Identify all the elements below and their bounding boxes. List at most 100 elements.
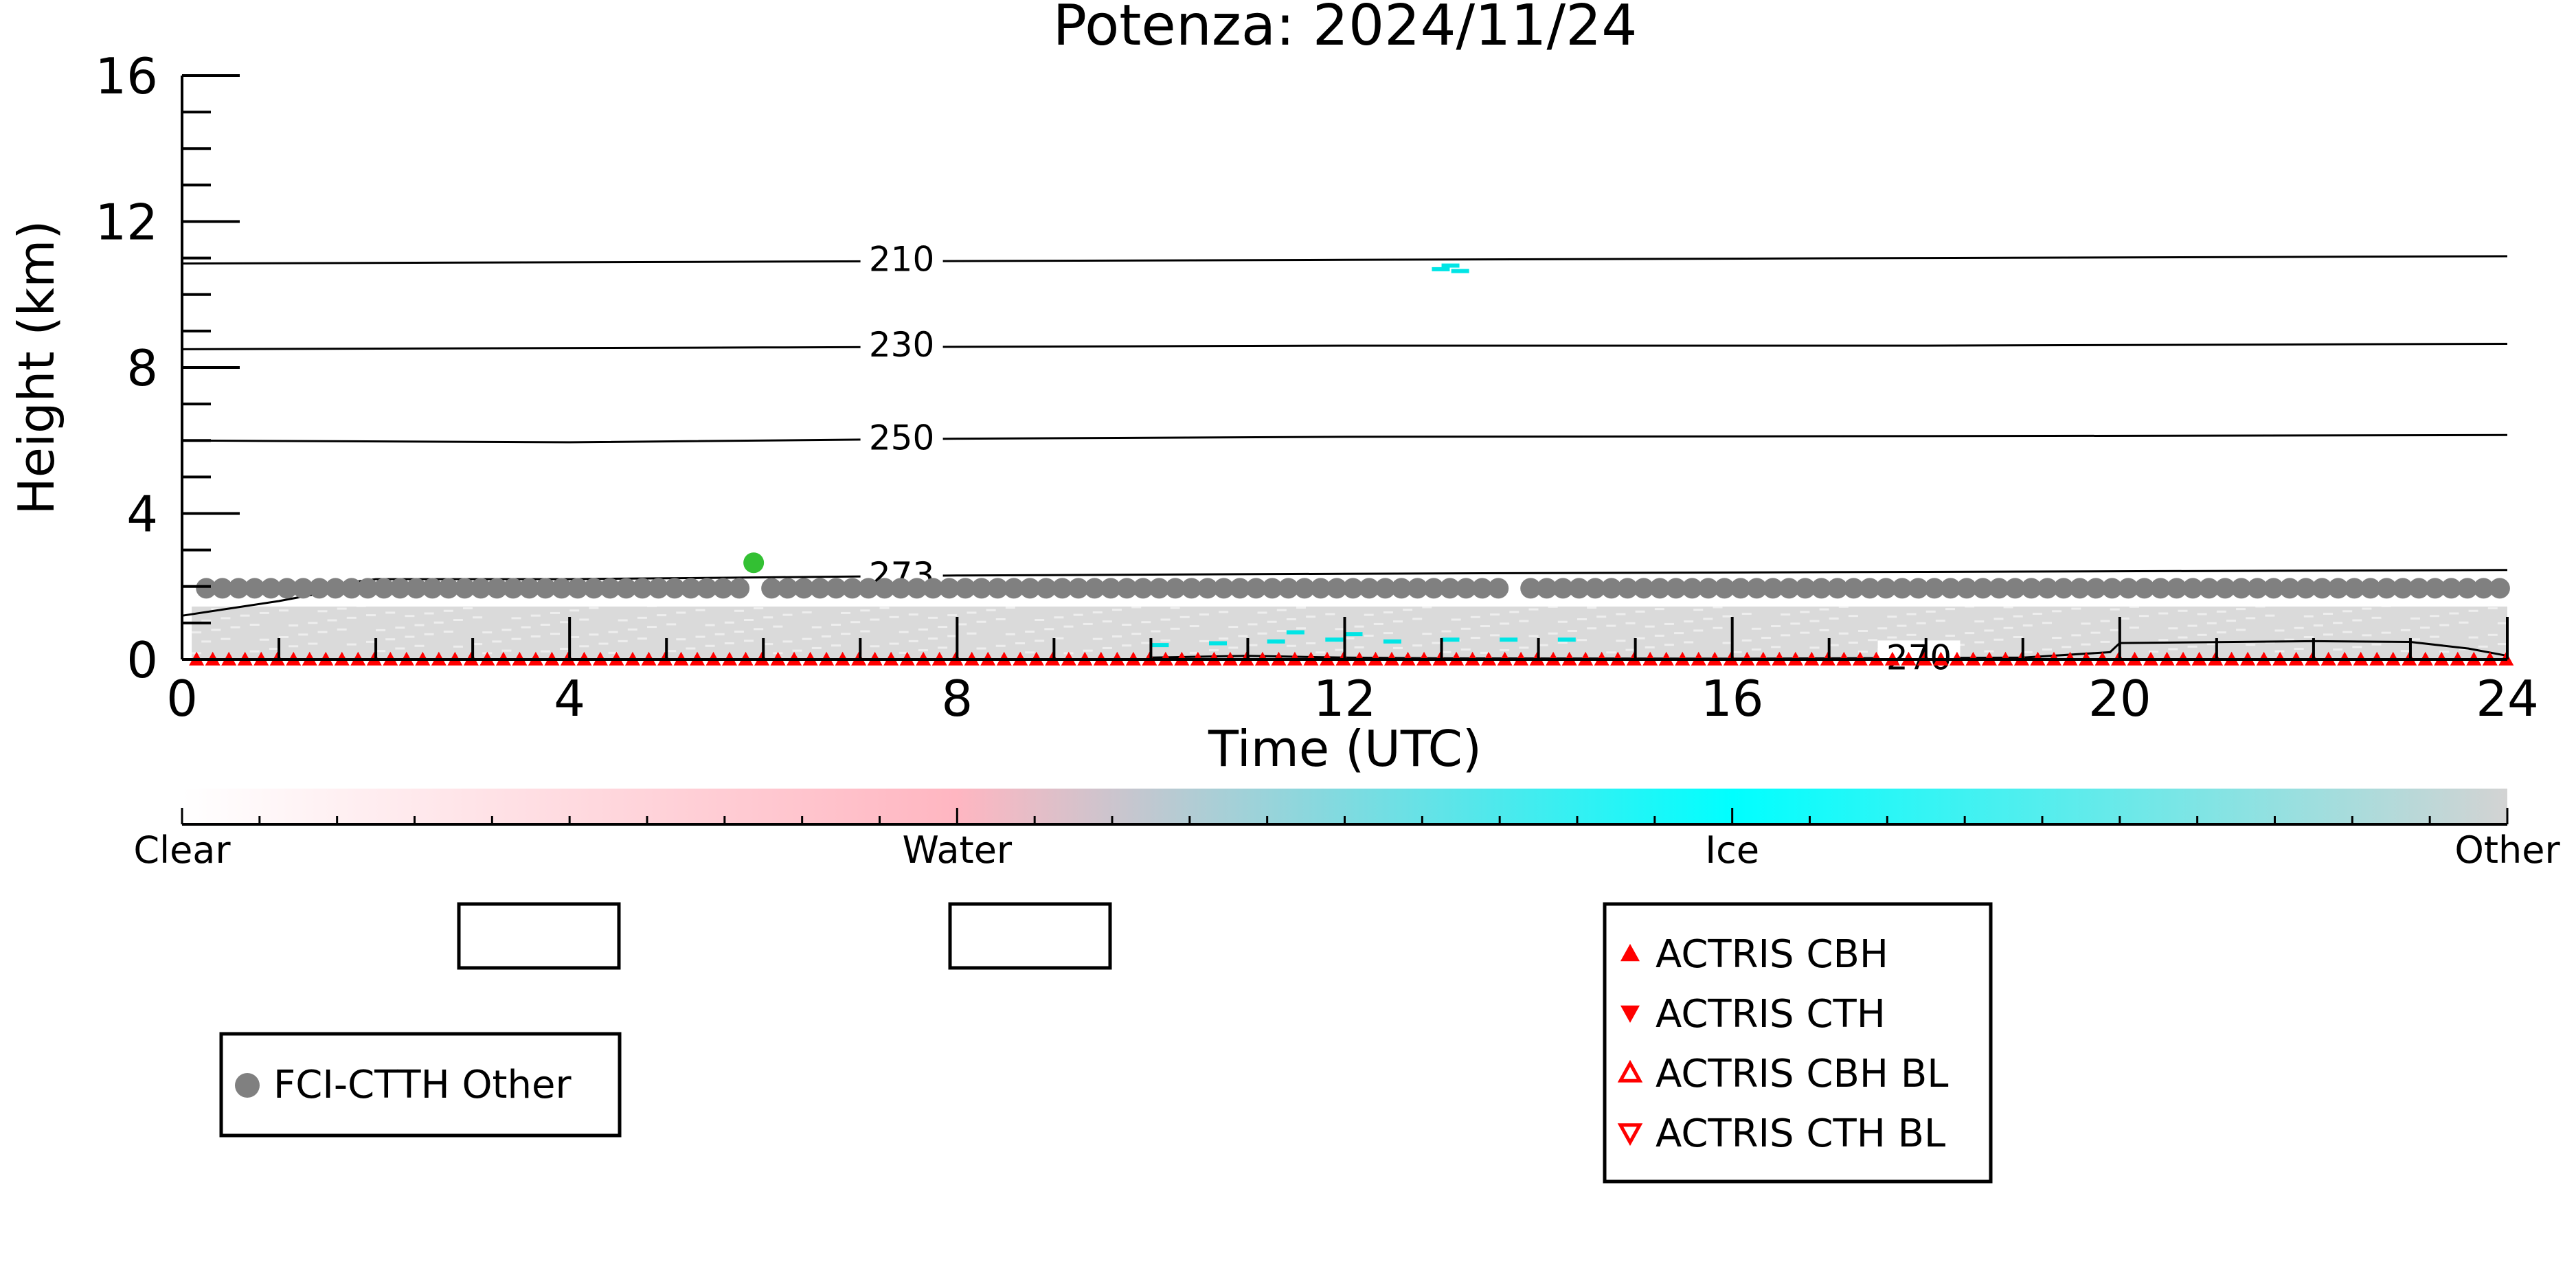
clear-band-speck [279, 636, 289, 638]
clear-band-speck [365, 640, 376, 643]
clear-band-speck [744, 640, 754, 642]
clear-band-speck [2468, 636, 2478, 639]
fci-ctth-other-point [1067, 578, 1089, 599]
clear-band-speck [192, 631, 202, 634]
clear-band-speck [308, 622, 318, 624]
fci-ctth-other-point [2441, 578, 2462, 599]
fci-ctth-other-point [1181, 578, 1202, 599]
fci-ctth-other-point [1116, 578, 1138, 599]
clear-band-speck [2022, 624, 2033, 626]
clear-band-speck [2032, 613, 2042, 615]
clear-band-speck [821, 635, 831, 637]
clear-band-speck [1684, 620, 1694, 623]
clear-band-speck [1005, 606, 1015, 609]
fci-ctth-other-point [1714, 578, 1735, 599]
clear-band-speck [995, 644, 1006, 647]
clear-band-speck [1480, 651, 1490, 654]
clear-band-speck [201, 640, 212, 643]
clear-band-speck [2129, 626, 2139, 629]
clear-band-speck [2042, 648, 2052, 651]
clear-band-speck [1625, 622, 1636, 624]
isotherm-230 [181, 343, 2508, 350]
fci-ctth-other-point [1100, 578, 1121, 599]
clear-band-speck [405, 635, 415, 638]
fci-ctth-other-point [1989, 578, 2010, 599]
clear-band-speck [928, 637, 938, 640]
fci-ctth-other-point [1439, 578, 1460, 599]
x-tick-label: 12 [1313, 670, 1377, 727]
y-tick-label: 12 [95, 194, 158, 251]
clear-band-speck [1490, 634, 1500, 637]
clear-band-speck [1228, 626, 1239, 629]
empty-legend-box [457, 902, 621, 970]
clear-band-speck [317, 610, 328, 613]
clear-band-speck [2497, 643, 2507, 646]
fci-ctth-other-point [1649, 578, 1671, 599]
fci-ctth-other-point [600, 578, 621, 599]
clear-band-speck [1228, 646, 1239, 649]
ice-cloud-specks [1151, 263, 1576, 648]
fci-ctth-other-point [486, 578, 508, 599]
clear-band-speck [899, 631, 909, 633]
clear-band-speck [1199, 613, 1209, 616]
clear-band-speck [1984, 629, 1994, 632]
fci-ctth-other-point [2327, 578, 2349, 599]
fci-ctth-other-point [680, 578, 701, 599]
clear-band-speck [1170, 607, 1180, 609]
clear-band-speck [2100, 640, 2110, 643]
fci-ctth-other-point [341, 578, 362, 599]
fci-legend-box [219, 1032, 622, 1138]
clear-band-speck [1451, 618, 1461, 621]
clear-band-speck [2206, 622, 2217, 624]
fci-ctth-other-point [567, 578, 589, 599]
clear-band-speck [802, 637, 812, 640]
clear-band-speck [763, 643, 773, 646]
fci-ctth-other-point [987, 578, 1008, 599]
clear-band-speck [1838, 605, 1849, 608]
clear-band-speck [414, 644, 425, 647]
fci-ctth-other-point [777, 578, 798, 599]
legend-marker-actris-down-open [1617, 1123, 1643, 1146]
fci-ctth-other-point [2376, 578, 2397, 599]
fci-ctth-other-point [422, 578, 443, 599]
clear-band-speck [385, 611, 396, 614]
clear-band-speck [2158, 639, 2169, 642]
isotherm-250 [181, 433, 2508, 444]
ice-speck [1432, 267, 1450, 271]
clear-band-speck [841, 633, 851, 635]
fci-ctth-other-point [664, 578, 686, 599]
clear-band-speck [2459, 648, 2469, 651]
clear-band-speck [501, 629, 512, 631]
clear-band-speck [2187, 624, 2197, 627]
fci-ctth-other-point [1164, 578, 1186, 599]
fci-ctth-other-point [373, 578, 394, 599]
clear-band-speck [2362, 607, 2372, 610]
clear-band-speck [2110, 629, 2120, 631]
clear-band-speck [1868, 639, 1878, 642]
clear-band-speck [995, 618, 1006, 620]
fci-ctth-other-point [1407, 578, 1428, 599]
clear-band-speck [2178, 636, 2188, 639]
clear-band-speck [1645, 625, 1655, 628]
clear-band-speck [395, 647, 405, 650]
clear-band-speck [2061, 646, 2072, 648]
clear-band-speck [2400, 650, 2410, 653]
clear-band-speck [1751, 648, 1761, 651]
clear-band-speck [589, 607, 599, 609]
clear-band-speck [618, 640, 628, 642]
clear-band-speck [1974, 641, 1985, 644]
fci-ctth-other-point [1149, 578, 1170, 599]
clear-band-speck [1373, 622, 1383, 625]
clear-band-speck [1616, 613, 1626, 615]
clear-band-speck [976, 647, 986, 650]
clear-band-speck [1432, 642, 1442, 644]
fci-ctth-other-point [1585, 578, 1606, 599]
fci-ctth-other-point [2134, 578, 2155, 599]
clear-band-speck [1276, 629, 1287, 632]
clear-band-speck [1257, 611, 1267, 614]
clear-band-speck [2371, 643, 2382, 646]
clear-band-speck [2178, 609, 2188, 612]
clear-band-speck [2478, 645, 2488, 648]
clear-band-speck [1703, 618, 1713, 620]
clear-band-speck [1470, 637, 1480, 640]
